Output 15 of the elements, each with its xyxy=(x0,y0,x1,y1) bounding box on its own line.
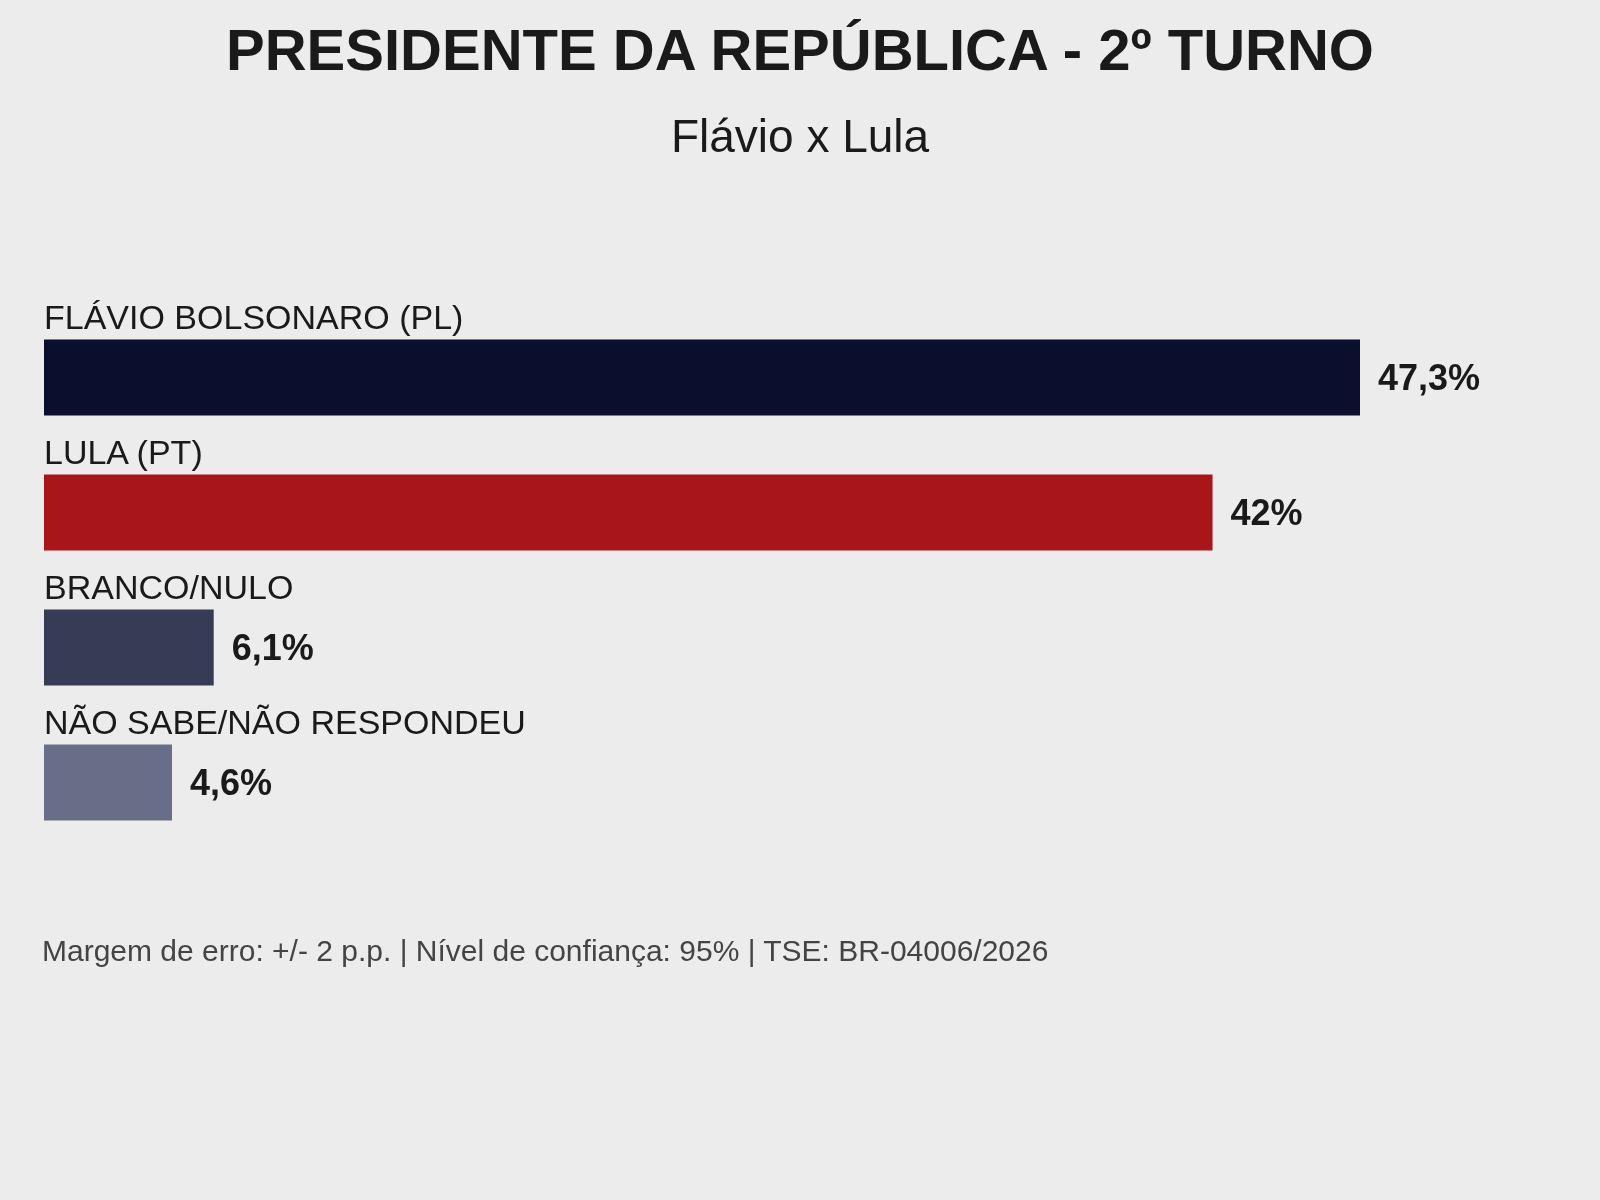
y-tick-label: NÃO SABE/NÃO RESPONDEU xyxy=(44,702,526,741)
chart-title: PRESIDENTE DA REPÚBLICA - 2º TURNO xyxy=(226,16,1374,82)
y-tick-label: FLÁVIO BOLSONARO (PL) xyxy=(44,297,464,336)
text: Margem de erro: +/- 2 p.p. | Nível de confiança: 95% | TSE: BR-04006/2026 xyxy=(42,933,1049,967)
y-tick-label: BRANCO/NULO xyxy=(44,567,294,606)
data-label: 6,1% xyxy=(231,627,314,668)
chart-subtitle: Flávio x Lula xyxy=(670,110,930,162)
data-label: 4,6% xyxy=(189,762,273,803)
bar xyxy=(44,744,172,821)
y-tick-label: LULA (PT) xyxy=(44,432,203,471)
bar xyxy=(44,339,1360,416)
data-label: 42% xyxy=(1230,492,1303,533)
bar xyxy=(44,474,1213,551)
data-label: 47,3% xyxy=(1378,357,1481,398)
bar xyxy=(44,609,214,686)
